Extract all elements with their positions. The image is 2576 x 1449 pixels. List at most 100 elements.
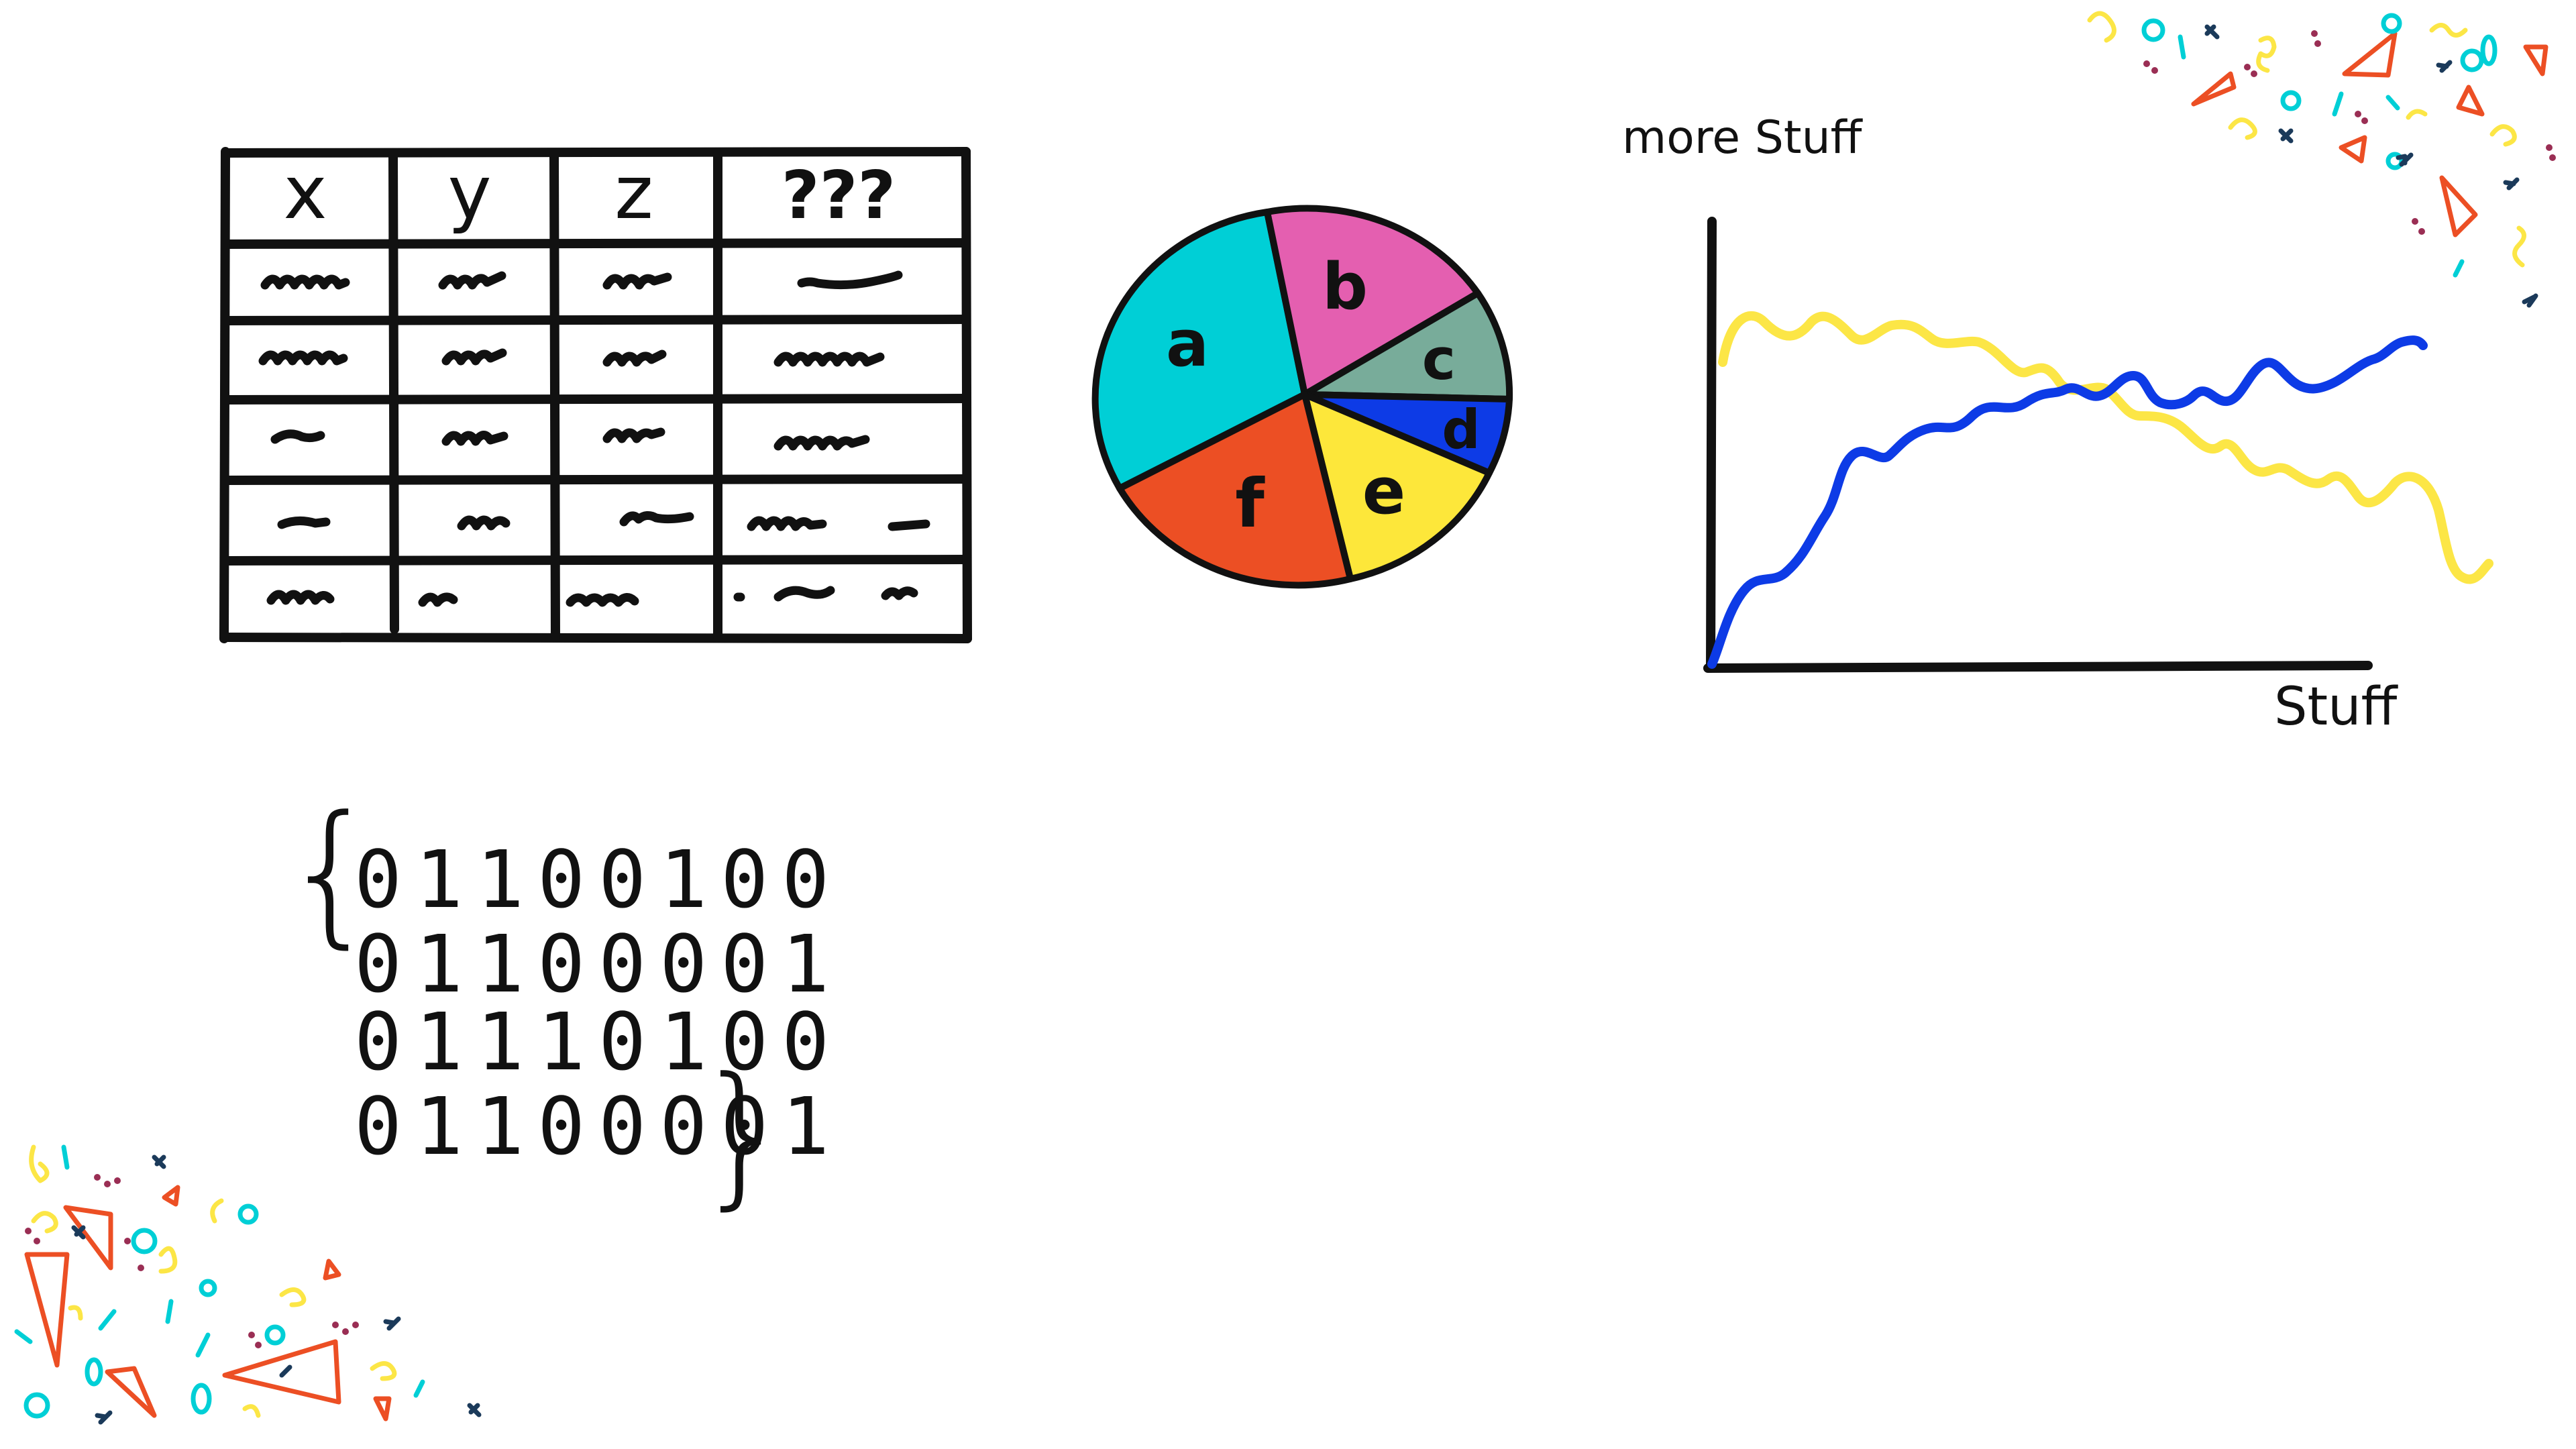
binary-line-2: 01100001 — [354, 918, 843, 1010]
confetti-triangle — [222, 1339, 341, 1405]
table-header-z: z — [614, 150, 653, 235]
confetti-dash — [195, 1332, 211, 1358]
table-cell-scribble — [266, 590, 335, 605]
table-cell-scribble — [602, 350, 667, 367]
pie-label-e: e — [1362, 455, 1405, 529]
confetti-dash — [61, 1144, 70, 1170]
confetti-arrow — [2503, 177, 2520, 191]
line-chart: more Stuff Stuff — [1622, 111, 2493, 737]
pie-label-b: b — [1322, 250, 1368, 324]
table-cell-scribble — [773, 435, 870, 451]
confetti-circle — [199, 1279, 217, 1297]
confetti-triangle — [323, 1258, 341, 1281]
confetti-arrow — [2436, 60, 2453, 73]
pie-label-f: f — [1235, 464, 1265, 543]
confetti-squiggle — [31, 1211, 58, 1234]
confetti-squiggle — [68, 1305, 83, 1321]
binary-block: { 01100100 01100001 01110100 01100001 } — [282, 784, 843, 1224]
table-cell-scribble — [602, 427, 665, 443]
confetti-dash — [2453, 259, 2465, 278]
pie-slice-e — [1301, 391, 1493, 582]
confetti-arrow — [71, 1225, 86, 1240]
confetti-circle — [2480, 34, 2498, 66]
confetti-circle — [2385, 152, 2404, 170]
confetti-circle — [191, 1383, 212, 1415]
confetti-dash — [2178, 34, 2186, 60]
table-cell-scribble — [258, 350, 348, 366]
table-cell-scribble — [773, 352, 885, 367]
confetti-arrow — [2522, 293, 2538, 308]
confetti-dash — [98, 1309, 117, 1331]
pie-label-d: d — [1442, 398, 1480, 461]
confetti-arrow — [383, 1316, 401, 1331]
table-cell-scribble — [270, 429, 325, 444]
confetti-triangle — [2342, 31, 2398, 78]
table-scribbles — [258, 270, 930, 607]
confetti-triangle — [63, 1205, 113, 1271]
pie-slice-c — [1301, 290, 1513, 402]
table-grid — [219, 147, 972, 643]
close-brace: } — [694, 1045, 792, 1224]
confetti-squiggle — [210, 1198, 224, 1224]
table-cell-scribble — [602, 272, 672, 290]
confetti-arrow — [95, 1410, 113, 1425]
confetti-arrow — [279, 1364, 292, 1378]
table-cell-scribble — [418, 592, 458, 607]
confetti-triangle — [162, 1185, 180, 1207]
confetti-arrow — [152, 1155, 166, 1169]
confetti-top-right — [2087, 11, 2556, 308]
confetti-triangle — [2191, 71, 2237, 107]
table-header-unknown: ??? — [782, 158, 896, 234]
table-cell-scribble — [277, 517, 331, 529]
confetti-circle — [264, 1324, 286, 1346]
binary-line-3: 01110100 — [354, 996, 843, 1088]
table-cell-scribble — [441, 431, 508, 446]
table-cell-scribble — [797, 270, 903, 290]
x-axis-label: Stuff — [2274, 677, 2399, 737]
pie-label-c: c — [1422, 327, 1456, 393]
confetti-squiggle — [2256, 36, 2277, 73]
table-header-y: y — [447, 150, 491, 235]
y-axis — [1706, 217, 1717, 673]
confetti-squiggle — [2087, 11, 2116, 43]
confetti-dots — [25, 1174, 359, 1348]
confetti-triangle — [373, 1396, 392, 1421]
confetti-bottom-left — [14, 1144, 482, 1425]
confetti-arrow — [2204, 24, 2220, 40]
pie-label-a: a — [1166, 307, 1209, 381]
confetti-triangle — [2523, 44, 2548, 76]
confetti-dash — [2332, 91, 2344, 117]
confetti-circle — [2280, 90, 2302, 111]
confetti-arrow — [2396, 152, 2414, 167]
table-cell-scribble — [888, 519, 930, 531]
data-table: x y z ??? — [219, 147, 972, 643]
table-cell-scribble — [747, 516, 827, 531]
confetti-triangle — [2339, 135, 2367, 164]
table-cell-scribble — [881, 586, 918, 600]
confetti-squiggle — [29, 1144, 50, 1183]
series-line-blue — [1707, 335, 2428, 669]
confetti-arrow — [467, 1403, 482, 1417]
confetti-dash — [14, 1329, 33, 1344]
table-cell-scribble — [260, 274, 350, 290]
confetti-dash — [2385, 95, 2400, 111]
confetti-circle — [2381, 13, 2402, 34]
confetti-squiggle — [2429, 23, 2468, 38]
confetti-squiggle — [2406, 109, 2428, 120]
table-cell-scribble — [566, 593, 639, 607]
confetti-squiggle — [2489, 124, 2517, 147]
confetti-squiggle — [370, 1361, 397, 1381]
confetti-triangle — [2456, 85, 2485, 117]
pie-slice-b — [1264, 205, 1481, 398]
y-axis-label: more Stuff — [1622, 111, 1864, 164]
pie-chart: a b c d e f — [1091, 205, 1513, 589]
confetti-squiggle — [158, 1246, 178, 1274]
confetti-circle — [2141, 18, 2165, 42]
confetti-triangle — [2439, 175, 2478, 237]
confetti-circle — [237, 1203, 259, 1225]
table-cell-scribble — [457, 515, 511, 531]
confetti-triangle — [105, 1366, 157, 1418]
confetti-squiggle — [242, 1404, 261, 1418]
table-cell-scribble — [441, 348, 507, 366]
